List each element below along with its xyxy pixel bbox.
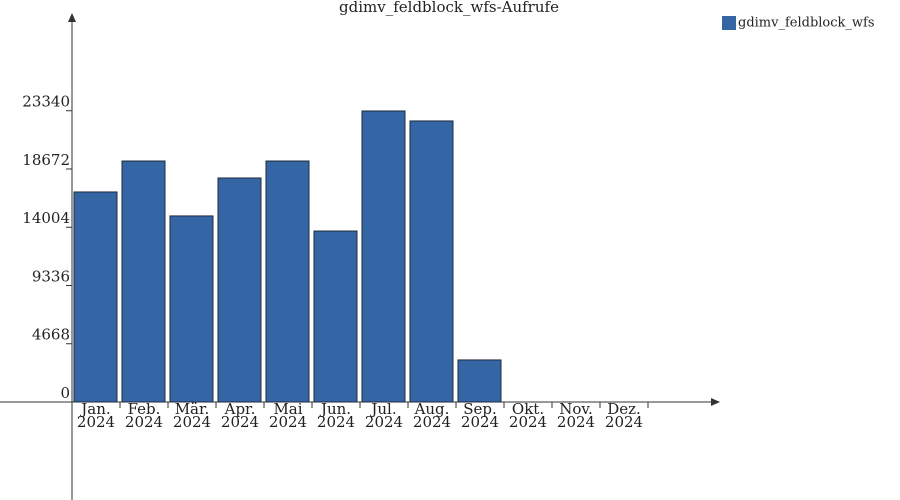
y-tick-label: 23340 bbox=[22, 93, 70, 111]
x-tick-label: Dez. bbox=[607, 400, 641, 418]
x-tick-label: Feb. bbox=[128, 400, 161, 418]
x-tick-label: Jul. bbox=[369, 400, 396, 418]
bar bbox=[361, 110, 406, 403]
legend-label: gdimv_feldblock_wfs bbox=[738, 16, 875, 31]
bar bbox=[409, 120, 454, 403]
x-tick-label: Sep. bbox=[463, 400, 497, 418]
x-tick-label: 2024 bbox=[605, 413, 643, 431]
bar bbox=[169, 215, 214, 403]
y-axis-arrow bbox=[68, 13, 76, 22]
x-tick-label: Nov. bbox=[559, 400, 593, 418]
x-tick-label: 2024 bbox=[221, 413, 259, 431]
x-tick-label: Mär. bbox=[175, 400, 210, 418]
x-tick-label: Mai bbox=[273, 400, 302, 418]
y-tick-label: 14004 bbox=[22, 209, 70, 227]
bar bbox=[121, 160, 166, 403]
x-tick-label: 2024 bbox=[173, 413, 211, 431]
bar bbox=[265, 160, 310, 403]
x-tick-label: 2024 bbox=[509, 413, 547, 431]
x-tick-label: 2024 bbox=[269, 413, 307, 431]
chart-title: gdimv_feldblock_wfs-Aufrufe bbox=[339, 0, 559, 16]
bar bbox=[457, 359, 502, 403]
x-tick-label: Okt. bbox=[512, 400, 544, 418]
x-tick-label: 2024 bbox=[77, 413, 115, 431]
y-tick-label: 0 bbox=[60, 384, 70, 402]
x-tick-label: Aug. bbox=[414, 400, 450, 418]
x-tick-label: 2024 bbox=[413, 413, 451, 431]
x-tick-label: Jan. bbox=[79, 400, 110, 418]
bar bbox=[73, 191, 118, 403]
x-tick-label: 2024 bbox=[125, 413, 163, 431]
bar bbox=[217, 177, 262, 403]
y-tick-label: 18672 bbox=[22, 151, 70, 169]
x-axis-arrow bbox=[711, 398, 720, 406]
x-tick-label: 2024 bbox=[365, 413, 403, 431]
x-tick-label: 2024 bbox=[461, 413, 499, 431]
legend-swatch bbox=[722, 16, 736, 30]
y-tick-label: 9336 bbox=[32, 267, 70, 285]
x-tick-label: Jun. bbox=[319, 400, 351, 418]
y-tick-label: 4668 bbox=[32, 326, 70, 344]
x-tick-label: 2024 bbox=[557, 413, 595, 431]
x-tick-label: 2024 bbox=[317, 413, 355, 431]
bar bbox=[313, 230, 358, 403]
x-tick-label: Apr. bbox=[224, 400, 256, 418]
